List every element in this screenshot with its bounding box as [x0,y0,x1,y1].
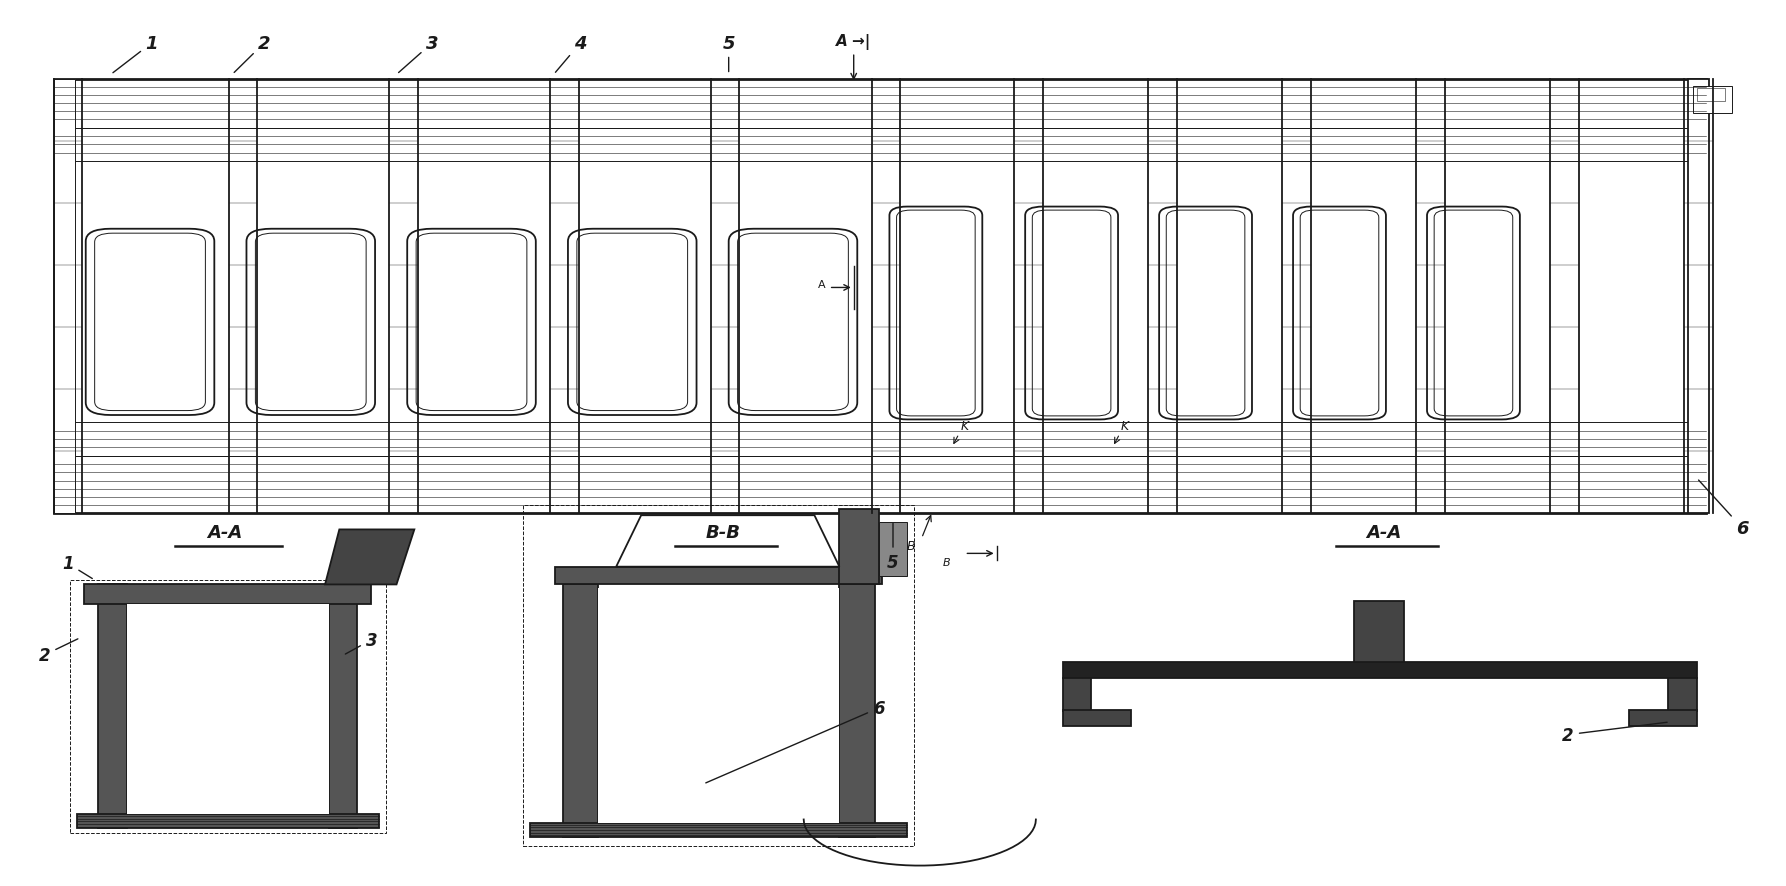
Bar [1063,662,1697,678]
Bar [77,814,379,828]
Text: K: K [1122,420,1129,432]
Bar [1693,87,1732,113]
FancyBboxPatch shape [416,234,527,411]
Bar [1354,602,1404,662]
FancyBboxPatch shape [95,234,205,411]
Text: 2: 2 [39,639,79,664]
Bar [1688,80,1709,514]
Bar [70,580,386,833]
Polygon shape [325,530,414,585]
Text: A-A: A-A [207,524,243,542]
FancyBboxPatch shape [738,234,848,411]
Bar [54,423,1706,456]
Text: A: A [818,280,825,290]
Bar [839,585,875,837]
Bar [98,585,127,828]
Bar [1063,678,1091,711]
Bar [54,128,1706,162]
Bar [329,585,357,828]
Text: 4: 4 [555,35,586,74]
Bar [839,509,879,585]
Text: 3: 3 [345,631,377,654]
Text: B: B [907,540,914,552]
Bar [879,523,907,576]
FancyBboxPatch shape [568,229,697,416]
FancyBboxPatch shape [1159,207,1252,420]
Text: 5: 5 [888,524,898,571]
Bar [1697,89,1725,102]
Text: 6: 6 [705,699,884,783]
FancyBboxPatch shape [407,229,536,416]
Text: 1: 1 [63,555,93,579]
Text: A-A: A-A [1366,524,1402,542]
FancyBboxPatch shape [255,234,366,411]
Bar [127,604,329,814]
FancyBboxPatch shape [86,229,214,416]
Polygon shape [616,516,839,567]
FancyBboxPatch shape [1300,211,1379,416]
Bar [54,80,1706,128]
Bar [563,585,598,837]
FancyBboxPatch shape [729,229,857,416]
FancyBboxPatch shape [897,211,975,416]
Text: 3: 3 [398,35,438,74]
FancyBboxPatch shape [1166,211,1245,416]
FancyBboxPatch shape [1032,211,1111,416]
Text: 6: 6 [1698,480,1748,538]
FancyBboxPatch shape [1434,211,1513,416]
FancyBboxPatch shape [1427,207,1520,420]
Text: A →|: A →| [836,34,872,51]
Text: 2: 2 [1563,722,1666,744]
Bar [1668,678,1697,711]
FancyBboxPatch shape [1025,207,1118,420]
Bar [530,823,907,837]
Bar [54,80,1706,514]
Text: B: B [943,557,950,567]
FancyBboxPatch shape [246,229,375,416]
Bar [84,585,371,604]
Text: 1: 1 [113,35,157,74]
Text: 5: 5 [723,35,734,73]
Bar [1629,711,1697,727]
FancyBboxPatch shape [1293,207,1386,420]
Text: K: K [961,420,968,432]
Bar [523,505,914,846]
Bar [598,588,839,823]
Bar [555,567,882,585]
Bar [54,80,75,514]
FancyBboxPatch shape [889,207,982,420]
Text: B-B: B-B [705,524,741,542]
FancyBboxPatch shape [577,234,688,411]
Bar [1063,711,1131,727]
Bar [54,456,1706,514]
Text: 2: 2 [234,35,270,74]
